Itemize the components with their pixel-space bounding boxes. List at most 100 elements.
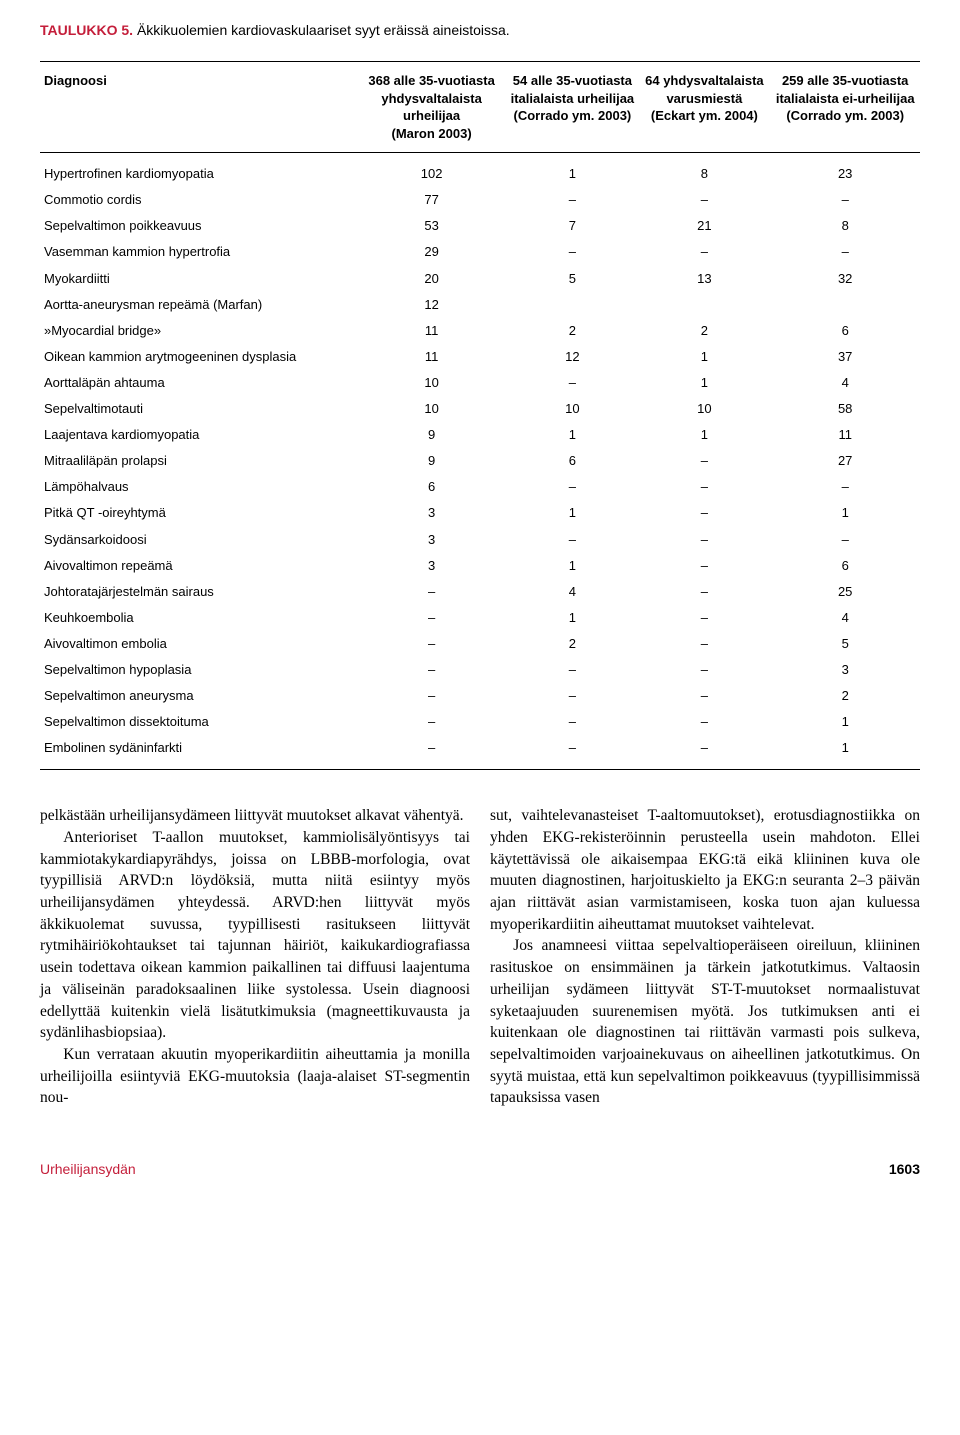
- value-cell: 1: [770, 500, 920, 526]
- diagnosis-cell: Embolinen sydäninfarkti: [40, 735, 357, 770]
- value-cell: 23: [770, 153, 920, 188]
- value-cell: –: [638, 657, 770, 683]
- value-cell: –: [506, 370, 638, 396]
- diagnosis-cell: Sepelvaltimon hypoplasia: [40, 657, 357, 683]
- body-paragraph: sut, vaihtelevanasteiset T-aaltomuutokse…: [490, 805, 920, 935]
- value-cell: –: [638, 187, 770, 213]
- value-cell: 1: [638, 422, 770, 448]
- value-cell: 6: [357, 474, 507, 500]
- value-cell: –: [638, 605, 770, 631]
- value-cell: 1: [506, 553, 638, 579]
- table-row: Laajentava kardiomyopatia91111: [40, 422, 920, 448]
- diagnosis-cell: Commotio cordis: [40, 187, 357, 213]
- value-cell: –: [506, 735, 638, 770]
- value-cell: 8: [770, 213, 920, 239]
- value-cell: 6: [506, 448, 638, 474]
- value-cell: 4: [506, 579, 638, 605]
- value-cell: 4: [770, 605, 920, 631]
- value-cell: [506, 292, 638, 318]
- value-cell: 3: [357, 500, 507, 526]
- table-row: Aortta-aneurysman repeämä (Marfan)12: [40, 292, 920, 318]
- value-cell: 2: [506, 318, 638, 344]
- value-cell: 8: [638, 153, 770, 188]
- value-cell: –: [506, 187, 638, 213]
- value-cell: –: [638, 500, 770, 526]
- body-text-columns: pelkästään urheilijansydämeen liittyvät …: [40, 805, 920, 1109]
- value-cell: 3: [357, 553, 507, 579]
- value-cell: 5: [506, 266, 638, 292]
- value-cell: –: [638, 709, 770, 735]
- value-cell: –: [638, 239, 770, 265]
- table-row: Johtoratajärjestelmän sairaus–4–25: [40, 579, 920, 605]
- diagnosis-cell: Lämpöhalvaus: [40, 474, 357, 500]
- value-cell: –: [638, 448, 770, 474]
- diagnosis-cell: Sepelvaltimon dissektoituma: [40, 709, 357, 735]
- value-cell: –: [770, 239, 920, 265]
- diagnosis-cell: Aivovaltimon repeämä: [40, 553, 357, 579]
- value-cell: –: [357, 657, 507, 683]
- body-paragraph: Anterioriset T-aallon muutokset, kammiol…: [40, 827, 470, 1044]
- value-cell: 11: [357, 344, 507, 370]
- body-paragraph: Kun verrataan akuutin myoperikardiitin a…: [40, 1044, 470, 1109]
- diagnosis-cell: Sepelvaltimotauti: [40, 396, 357, 422]
- table-row: Sepelvaltimon dissektoituma–––1: [40, 709, 920, 735]
- footer-topic-label: Urheilijansydän: [40, 1159, 136, 1180]
- value-cell: –: [506, 239, 638, 265]
- value-cell: 27: [770, 448, 920, 474]
- value-cell: 53: [357, 213, 507, 239]
- col-header-diagnosis: Diagnoosi: [40, 62, 357, 153]
- table-row: Sepelvaltimon poikkeavuus537218: [40, 213, 920, 239]
- diagnosis-cell: Oikean kammion arytmogeeninen dysplasia: [40, 344, 357, 370]
- value-cell: 1: [638, 344, 770, 370]
- value-cell: –: [357, 709, 507, 735]
- data-table: Diagnoosi 368 alle 35-vuotiasta yhdysval…: [40, 61, 920, 770]
- value-cell: [638, 292, 770, 318]
- col-header-us-conscripts: 64 yhdysvaltalaista varusmiestä (Eckart …: [638, 62, 770, 153]
- value-cell: 21: [638, 213, 770, 239]
- value-cell: 10: [357, 370, 507, 396]
- value-cell: 3: [770, 657, 920, 683]
- diagnosis-cell: Aorttaläpän ahtauma: [40, 370, 357, 396]
- table-row: Aivovaltimon repeämä31–6: [40, 553, 920, 579]
- value-cell: –: [357, 605, 507, 631]
- value-cell: 7: [506, 213, 638, 239]
- value-cell: –: [770, 527, 920, 553]
- value-cell: 12: [506, 344, 638, 370]
- table-label: TAULUKKO 5.: [40, 22, 133, 38]
- value-cell: 10: [506, 396, 638, 422]
- value-cell: 9: [357, 422, 507, 448]
- value-cell: 102: [357, 153, 507, 188]
- diagnosis-cell: Vasemman kammion hypertrofia: [40, 239, 357, 265]
- table-row: Sepelvaltimon aneurysma–––2: [40, 683, 920, 709]
- value-cell: –: [506, 683, 638, 709]
- value-cell: 6: [770, 318, 920, 344]
- value-cell: 12: [357, 292, 507, 318]
- table-row: Myokardiitti2051332: [40, 266, 920, 292]
- col-header-us-athletes: 368 alle 35-vuotiasta yhdysvaltalaista u…: [357, 62, 507, 153]
- value-cell: –: [506, 474, 638, 500]
- value-cell: 13: [638, 266, 770, 292]
- page-footer: Urheilijansydän 1603: [40, 1159, 920, 1180]
- diagnosis-cell: Laajentava kardiomyopatia: [40, 422, 357, 448]
- value-cell: –: [506, 527, 638, 553]
- value-cell: 11: [770, 422, 920, 448]
- value-cell: 1: [506, 605, 638, 631]
- value-cell: –: [770, 474, 920, 500]
- value-cell: 3: [357, 527, 507, 553]
- value-cell: –: [638, 579, 770, 605]
- table-body: Hypertrofinen kardiomyopatia1021823Commo…: [40, 153, 920, 770]
- left-column: pelkästään urheilijansydämeen liittyvät …: [40, 805, 470, 1109]
- value-cell: 2: [506, 631, 638, 657]
- body-paragraph: Jos anamneesi viittaa sepelvaltioperäise…: [490, 935, 920, 1109]
- diagnosis-cell: Sydänsarkoidoosi: [40, 527, 357, 553]
- value-cell: –: [357, 631, 507, 657]
- table-caption: TAULUKKO 5. Äkkikuolemien kardiovaskulaa…: [40, 20, 920, 41]
- diagnosis-cell: Keuhkoembolia: [40, 605, 357, 631]
- diagnosis-cell: Sepelvaltimon poikkeavuus: [40, 213, 357, 239]
- value-cell: 1: [506, 153, 638, 188]
- value-cell: –: [506, 657, 638, 683]
- value-cell: 10: [638, 396, 770, 422]
- diagnosis-cell: Aivovaltimon embolia: [40, 631, 357, 657]
- table-title-text: Äkkikuolemien kardiovaskulaariset syyt e…: [137, 22, 510, 38]
- value-cell: 1: [770, 735, 920, 770]
